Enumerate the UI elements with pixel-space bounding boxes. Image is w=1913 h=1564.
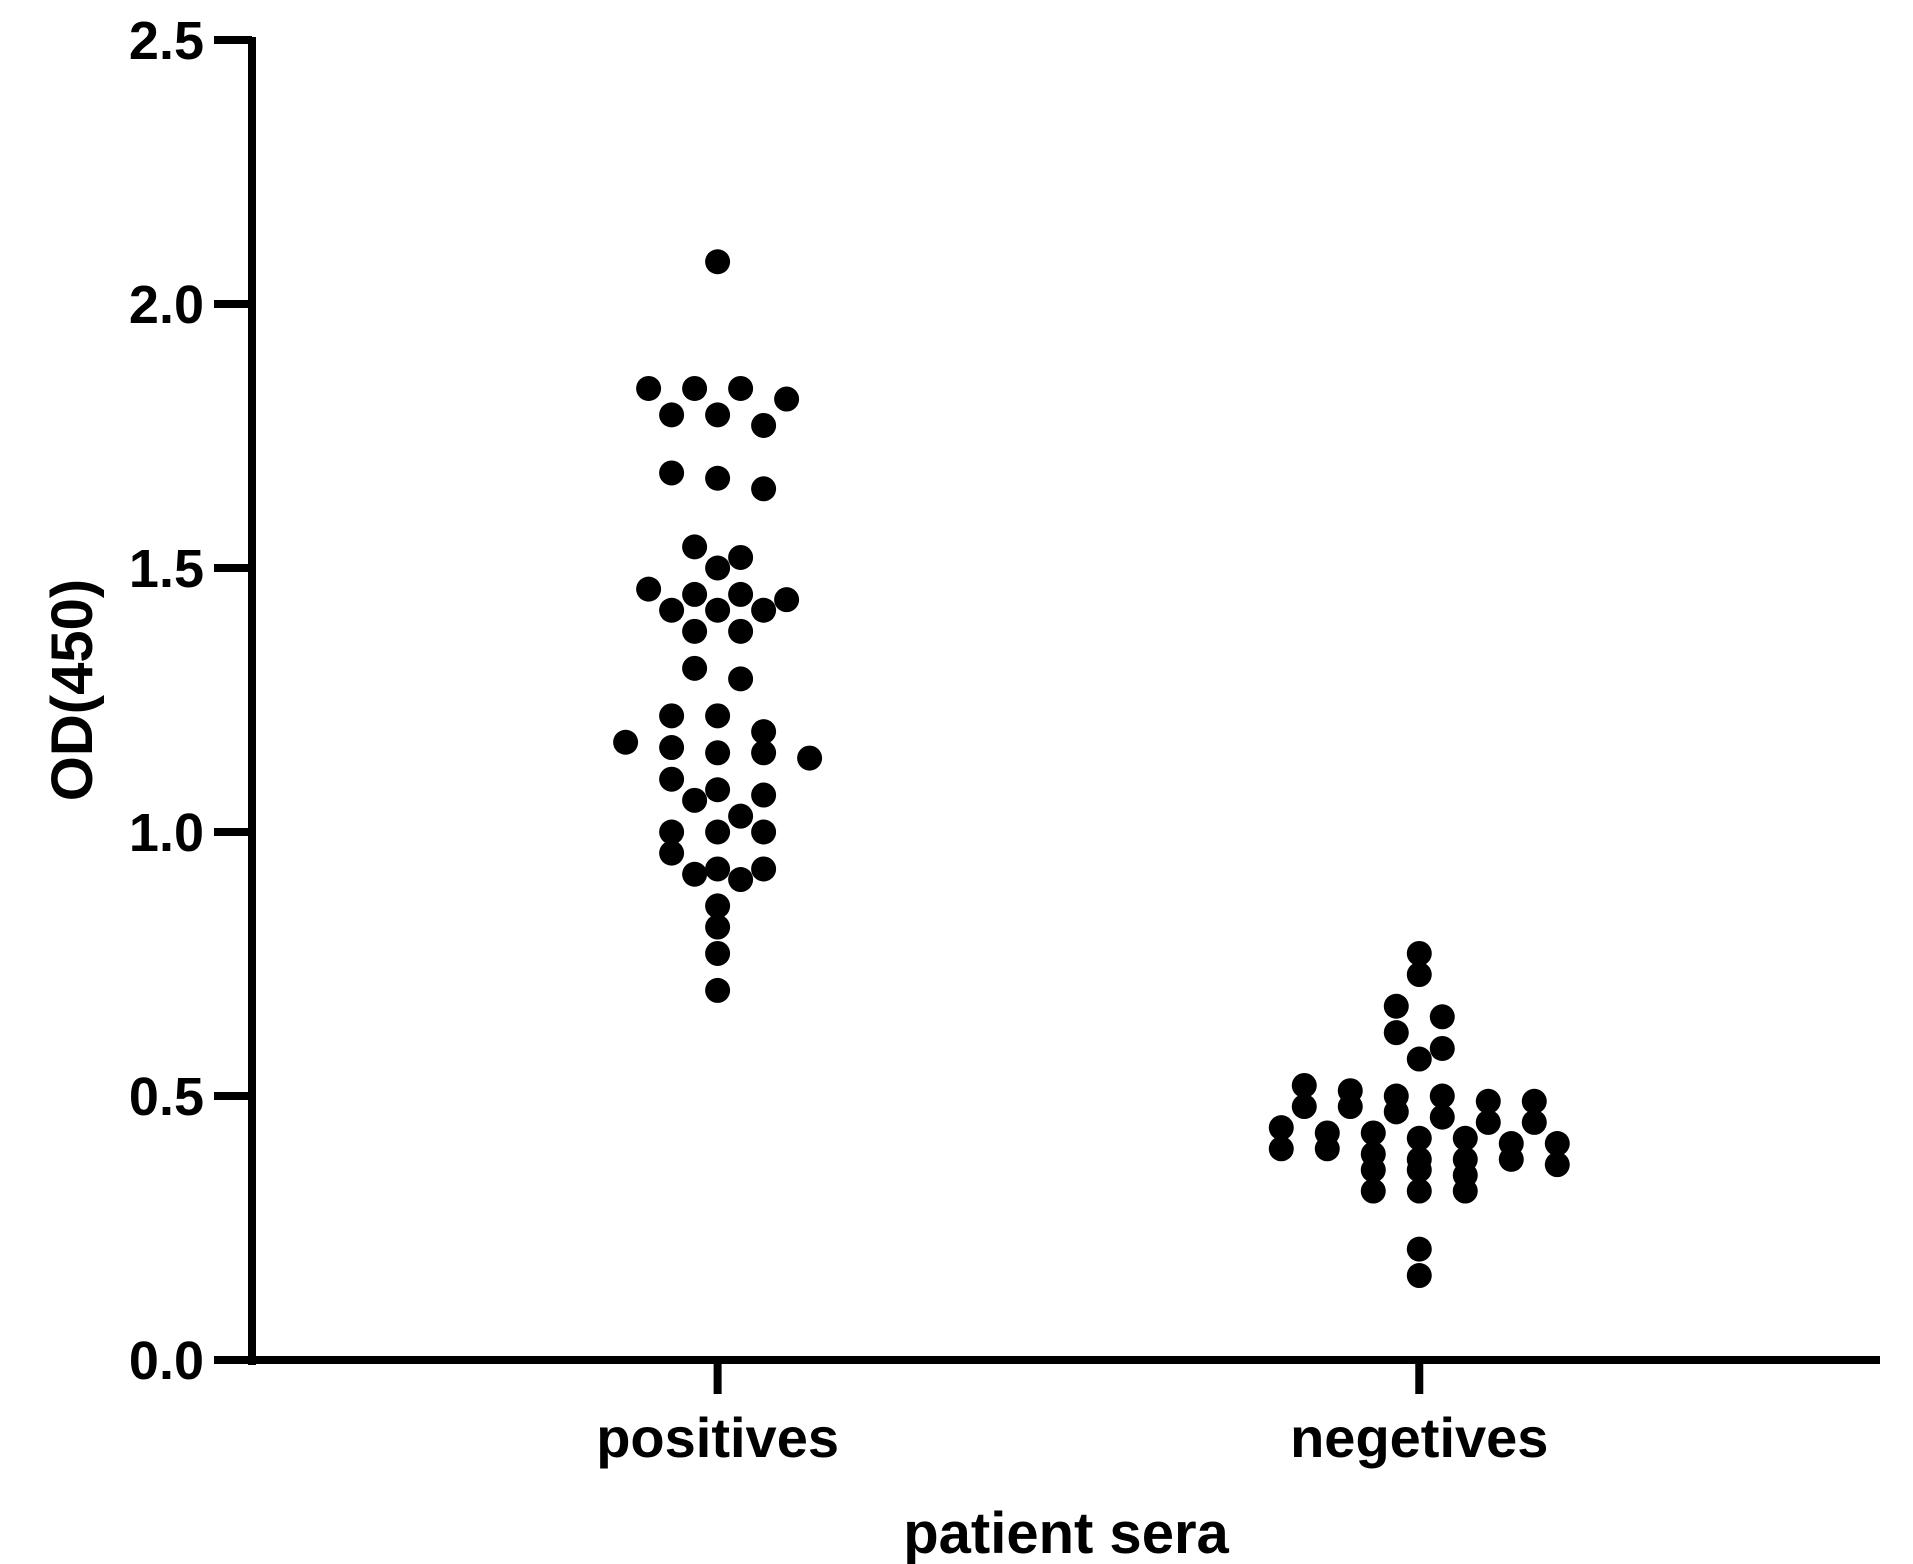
data-point-negetives bbox=[1360, 1178, 1386, 1204]
data-point-positives bbox=[705, 777, 731, 803]
data-point-negetives bbox=[1429, 1035, 1455, 1061]
data-point-negetives bbox=[1291, 1094, 1317, 1120]
y-tick-label: 2.5 bbox=[129, 11, 204, 71]
x-category-label: positives bbox=[596, 1406, 839, 1469]
data-point-negetives bbox=[1406, 1157, 1432, 1183]
data-point-negetives bbox=[1521, 1088, 1547, 1114]
data-point-positives bbox=[705, 402, 731, 428]
data-point-positives bbox=[682, 861, 708, 887]
data-point-positives bbox=[751, 740, 777, 766]
data-point-positives bbox=[659, 840, 685, 866]
data-point-positives bbox=[728, 867, 754, 893]
data-point-positives bbox=[659, 703, 685, 729]
data-point-positives bbox=[636, 375, 662, 401]
data-point-positives bbox=[751, 719, 777, 745]
data-point-negetives bbox=[1360, 1157, 1386, 1183]
data-point-negetives bbox=[1406, 962, 1432, 988]
y-tick-label: 2.0 bbox=[129, 275, 204, 335]
data-point-positives bbox=[705, 819, 731, 845]
data-point-negetives bbox=[1360, 1120, 1386, 1146]
data-point-positives bbox=[797, 745, 823, 771]
data-point-positives bbox=[705, 940, 731, 966]
data-point-negetives bbox=[1544, 1152, 1570, 1178]
data-point-positives bbox=[682, 618, 708, 644]
data-point-positives bbox=[751, 476, 777, 502]
y-axis-title: OD(450) bbox=[40, 579, 105, 801]
data-point-negetives bbox=[1406, 1263, 1432, 1289]
data-point-positives bbox=[705, 703, 731, 729]
data-point-negetives bbox=[1406, 1178, 1432, 1204]
y-tick-label: 0.0 bbox=[129, 1331, 204, 1391]
data-point-negetives bbox=[1452, 1125, 1478, 1151]
data-point-positives bbox=[728, 375, 754, 401]
data-point-negetives bbox=[1429, 1083, 1455, 1109]
data-point-positives bbox=[728, 618, 754, 644]
data-point-negetives bbox=[1268, 1136, 1294, 1162]
data-point-negetives bbox=[1383, 993, 1409, 1019]
data-point-positives bbox=[659, 460, 685, 486]
data-point-positives bbox=[659, 402, 685, 428]
data-point-negetives bbox=[1521, 1109, 1547, 1135]
data-point-negetives bbox=[1314, 1136, 1340, 1162]
data-point-positives bbox=[774, 386, 800, 412]
data-point-negetives bbox=[1291, 1072, 1317, 1098]
x-axis-title: patient sera bbox=[903, 1501, 1229, 1564]
data-point-positives bbox=[751, 856, 777, 882]
data-point-negetives bbox=[1475, 1088, 1501, 1114]
data-point-negetives bbox=[1268, 1115, 1294, 1141]
data-point-negetives bbox=[1429, 1104, 1455, 1130]
y-tick-label: 0.5 bbox=[129, 1067, 204, 1127]
data-point-negetives bbox=[1406, 940, 1432, 966]
data-point-negetives bbox=[1429, 1004, 1455, 1030]
data-point-positives bbox=[659, 735, 685, 761]
data-point-positives bbox=[728, 803, 754, 829]
data-point-positives bbox=[659, 766, 685, 792]
data-point-positives bbox=[728, 666, 754, 692]
data-point-positives bbox=[705, 555, 731, 581]
data-point-negetives bbox=[1544, 1131, 1570, 1157]
data-point-positives bbox=[659, 597, 685, 623]
data-point-negetives bbox=[1337, 1094, 1363, 1120]
x-category-label: negetives bbox=[1290, 1406, 1548, 1469]
data-point-positives bbox=[728, 544, 754, 570]
data-point-negetives bbox=[1406, 1125, 1432, 1151]
data-point-negetives bbox=[1383, 1099, 1409, 1125]
data-point-negetives bbox=[1406, 1236, 1432, 1262]
data-point-positives bbox=[613, 729, 639, 755]
data-point-negetives bbox=[1475, 1109, 1501, 1135]
data-point-positives bbox=[705, 914, 731, 940]
data-point-positives bbox=[682, 534, 708, 560]
axes bbox=[214, 36, 1880, 1394]
data-point-positives bbox=[751, 412, 777, 438]
data-point-positives bbox=[774, 587, 800, 613]
data-point-positives bbox=[705, 856, 731, 882]
data-point-positives bbox=[636, 576, 662, 602]
data-point-positives bbox=[728, 581, 754, 607]
data-points bbox=[613, 249, 1570, 1289]
data-point-positives bbox=[751, 782, 777, 808]
data-point-positives bbox=[682, 375, 708, 401]
data-point-negetives bbox=[1383, 1020, 1409, 1046]
y-tick-label: 1.5 bbox=[129, 539, 204, 599]
labels: 0.0 0.5 1.0 1.5 2.0 2.5 positives negetives pati… bbox=[40, 11, 1548, 1564]
data-point-positives bbox=[751, 597, 777, 623]
data-point-negetives bbox=[1452, 1178, 1478, 1204]
data-point-positives bbox=[705, 597, 731, 623]
data-point-positives bbox=[682, 787, 708, 813]
y-tick-label: 1.0 bbox=[129, 803, 204, 863]
data-point-positives bbox=[705, 249, 731, 275]
data-point-positives bbox=[705, 465, 731, 491]
data-point-positives bbox=[682, 581, 708, 607]
data-point-negetives bbox=[1406, 1046, 1432, 1072]
data-point-positives bbox=[682, 655, 708, 681]
data-point-positives bbox=[705, 977, 731, 1003]
data-point-negetives bbox=[1498, 1146, 1524, 1172]
data-point-positives bbox=[751, 819, 777, 845]
data-point-positives bbox=[659, 819, 685, 845]
data-point-positives bbox=[705, 740, 731, 766]
data-point-positives bbox=[705, 893, 731, 919]
